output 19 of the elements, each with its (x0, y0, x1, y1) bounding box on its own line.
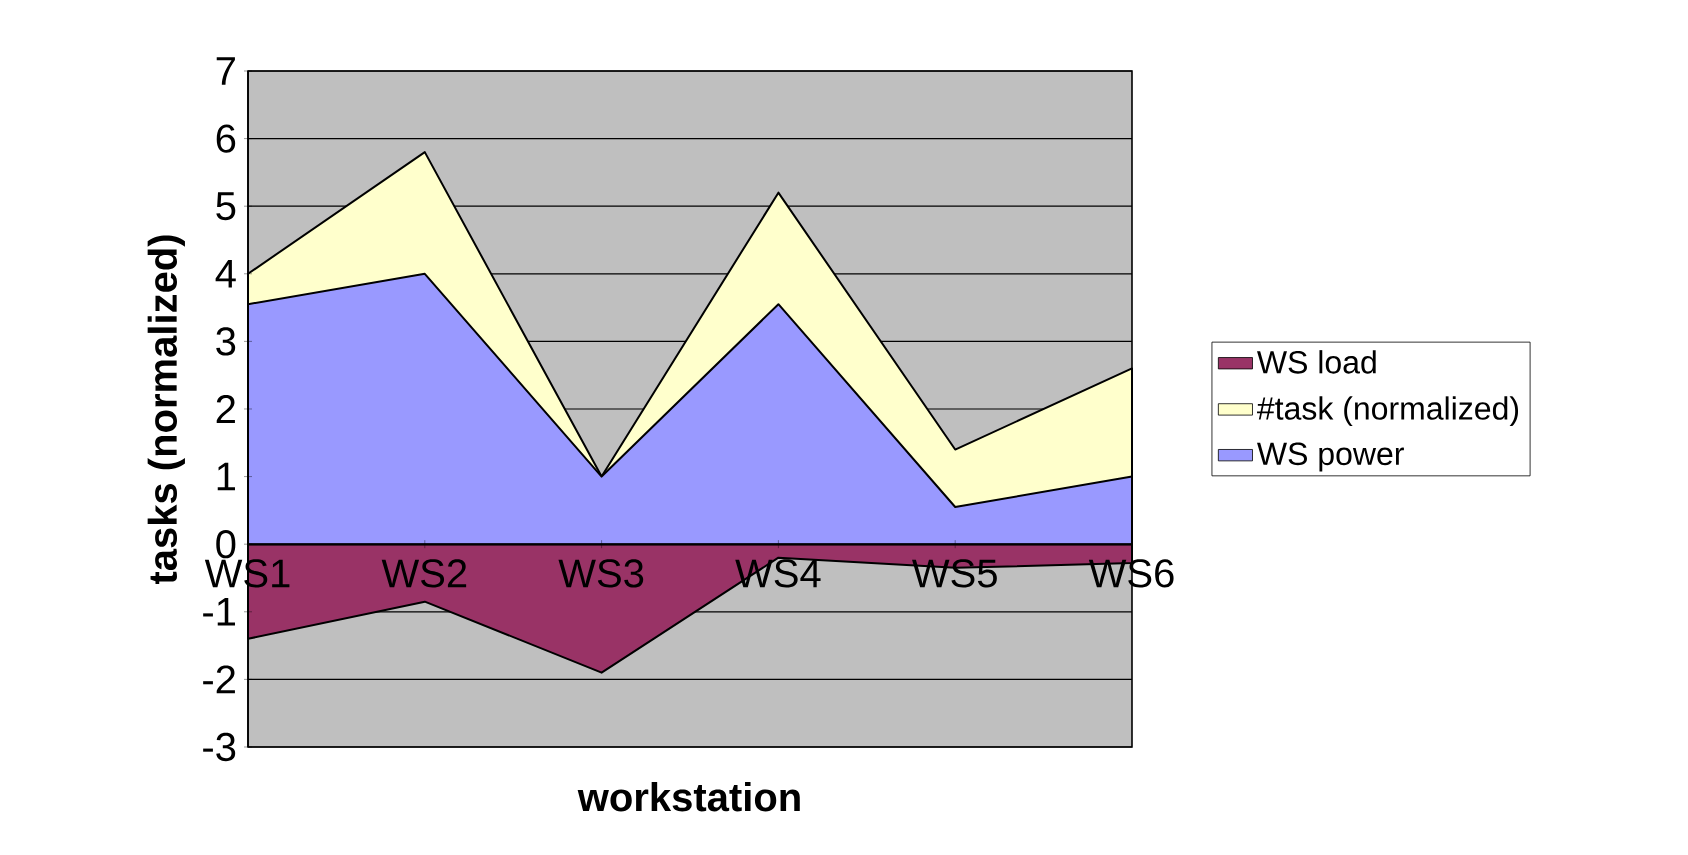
y-tick-label: 1 (217, 462, 235, 491)
x-tick-label: WS2 (381, 559, 467, 588)
y-tick-label: 7 (216, 57, 235, 85)
y-tick-label: 4 (215, 260, 236, 288)
y-tick-label: -2 (203, 665, 235, 694)
y-tick-label: -3 (203, 732, 236, 762)
legend-label: WS power (1257, 442, 1404, 472)
y-tick-label: 6 (216, 124, 236, 153)
legend-label: WS load (1257, 350, 1376, 374)
y-tick-label: 2 (216, 395, 235, 423)
y-tick-label: -1 (203, 598, 235, 626)
x-tick-label: WS3 (558, 559, 644, 588)
legend-label: #task (normalized) (1257, 396, 1519, 427)
y-tick-label: 0 (216, 530, 236, 559)
x-tick-label: WS1 (204, 559, 290, 588)
x-axis-title: workstation (577, 782, 800, 812)
y-axis-title: tasks (normalized) (147, 235, 185, 585)
y-tick-label: 3 (216, 327, 236, 356)
y-tick-label: 5 (216, 192, 236, 221)
